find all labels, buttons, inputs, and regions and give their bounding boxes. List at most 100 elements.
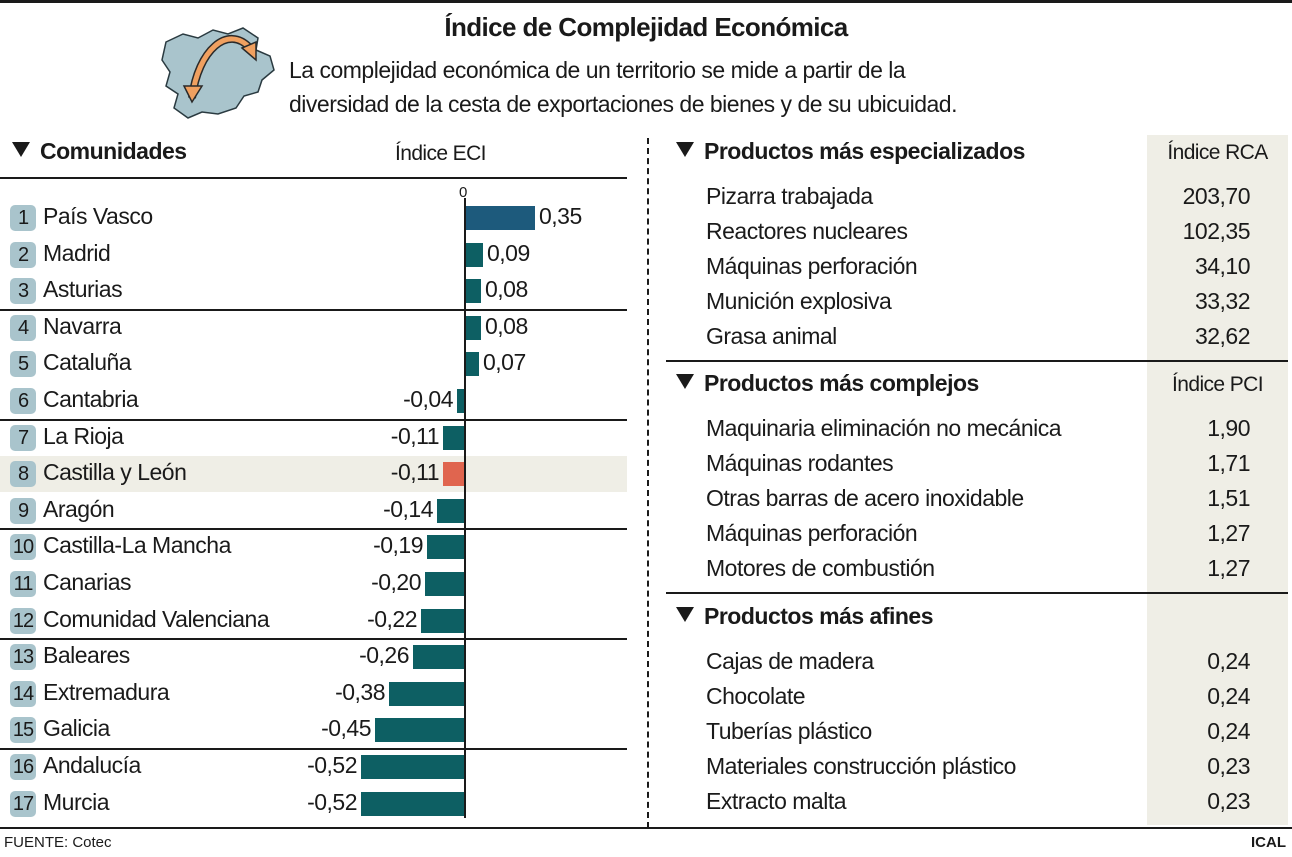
section-title: Productos más afines bbox=[704, 603, 934, 629]
chart-row: 14 Extremadura -0,38 bbox=[0, 676, 627, 712]
section-column-header: Índice RCA bbox=[1167, 141, 1268, 164]
header-rule bbox=[0, 177, 627, 179]
brand-label: ICAL bbox=[1251, 834, 1286, 851]
group-separator bbox=[0, 638, 627, 641]
comunidades-heading: Comunidades bbox=[12, 138, 187, 165]
eci-value-label: -0,22 bbox=[367, 605, 417, 632]
product-value: 1,90 bbox=[1207, 415, 1250, 441]
eci-value-label: 0,35 bbox=[539, 203, 582, 229]
section-heading: Productos más afines bbox=[676, 603, 934, 630]
zero-axis-line bbox=[464, 198, 466, 818]
community-name: Baleares bbox=[43, 642, 130, 669]
triangle-down-icon bbox=[676, 607, 694, 622]
community-name: Madrid bbox=[43, 239, 111, 266]
rank-badge: 15 bbox=[10, 717, 36, 744]
rank-badge: 7 bbox=[10, 424, 36, 451]
eci-column-header: Índice ECI bbox=[395, 142, 486, 165]
eci-value-label: -0,11 bbox=[390, 459, 440, 486]
chart-row: 1 País Vasco 0,35 bbox=[0, 200, 627, 236]
value-column-background bbox=[1147, 135, 1288, 825]
top-rule bbox=[0, 0, 1292, 3]
eci-bar bbox=[465, 206, 535, 230]
product-value: 33,32 bbox=[1194, 288, 1251, 314]
eci-value-label: -0,04 bbox=[403, 386, 453, 412]
subtitle-line-2: diversidad de la cesta de exportaciones … bbox=[289, 91, 957, 117]
chart-row: 9 Aragón -0,14 bbox=[0, 493, 627, 529]
product-name: Cajas de madera bbox=[706, 648, 874, 674]
product-name: Maquinaria eliminación no mecánica bbox=[706, 415, 1062, 441]
eci-value-label: -0,20 bbox=[371, 569, 421, 595]
community-name: Aragón bbox=[43, 495, 115, 522]
eci-value-label: -0,26 bbox=[359, 642, 409, 669]
eci-value-label: -0,45 bbox=[321, 715, 371, 742]
community-name: Asturias bbox=[43, 276, 123, 303]
product-name: Máquinas rodantes bbox=[706, 450, 894, 476]
product-value: 102,35 bbox=[1182, 218, 1251, 244]
product-name: Chocolate bbox=[706, 683, 806, 709]
community-name: Castilla y León bbox=[43, 459, 187, 486]
triangle-down-icon bbox=[12, 142, 30, 157]
chart-row: 16 Andalucía -0,52 bbox=[0, 749, 627, 785]
chart-row: 8 Castilla y León -0,11 bbox=[0, 456, 627, 493]
product-value: 1,27 bbox=[1207, 520, 1250, 546]
chart-row: 2 Madrid 0,09 bbox=[0, 237, 627, 273]
product-value: 34,10 bbox=[1194, 253, 1251, 279]
product-name: Tuberías plástico bbox=[706, 718, 872, 744]
community-name: Cantabria bbox=[43, 386, 139, 412]
product-name: Extracto malta bbox=[706, 788, 847, 814]
rank-badge: 9 bbox=[10, 497, 36, 524]
community-name: La Rioja bbox=[43, 422, 124, 449]
chart-row: 10 Castilla-La Mancha -0,19 bbox=[0, 529, 627, 565]
product-value: 0,24 bbox=[1207, 683, 1250, 709]
rank-badge: 16 bbox=[10, 754, 36, 780]
eci-bar bbox=[465, 352, 479, 377]
eci-value-label: 0,08 bbox=[485, 312, 528, 339]
product-name: Materiales construcción plástico bbox=[706, 753, 1016, 779]
section-heading: Productos más especializados bbox=[676, 138, 1025, 165]
eci-bar bbox=[465, 315, 481, 340]
rank-badge: 10 bbox=[10, 534, 36, 561]
product-name: Máquinas perforación bbox=[706, 253, 918, 279]
product-value: 1,51 bbox=[1207, 485, 1250, 511]
page-title: Índice de Complejidad Económica bbox=[444, 12, 848, 42]
community-name: Castilla-La Mancha bbox=[43, 532, 231, 559]
product-name: Máquinas perforación bbox=[706, 520, 918, 546]
chart-row: 11 Canarias -0,20 bbox=[0, 566, 627, 602]
product-value: 0,24 bbox=[1207, 718, 1250, 744]
zero-label: 0 bbox=[459, 184, 468, 201]
comunidades-heading-label: Comunidades bbox=[40, 138, 187, 164]
product-name: Grasa animal bbox=[706, 323, 837, 349]
eci-bar bbox=[443, 425, 465, 450]
source-note: FUENTE: Cotec bbox=[4, 834, 112, 851]
rank-badge: 2 bbox=[10, 241, 36, 268]
group-separator bbox=[0, 528, 627, 531]
rank-badge: 17 bbox=[10, 790, 36, 817]
community-name: Andalucía bbox=[43, 752, 141, 778]
group-separator bbox=[0, 418, 627, 421]
community-name: Canarias bbox=[43, 569, 132, 595]
chart-row: 7 La Rioja -0,11 bbox=[0, 420, 627, 456]
rank-badge: 5 bbox=[10, 351, 36, 378]
rank-badge: 4 bbox=[10, 314, 36, 341]
section-separator bbox=[666, 592, 1288, 594]
product-value: 32,62 bbox=[1194, 323, 1251, 349]
triangle-down-icon bbox=[676, 374, 694, 389]
eci-bar bbox=[457, 389, 465, 413]
product-value: 1,71 bbox=[1207, 450, 1250, 476]
eci-bar bbox=[425, 572, 465, 596]
community-name: Galicia bbox=[43, 715, 110, 742]
rank-badge: 1 bbox=[10, 205, 36, 231]
eci-bar bbox=[375, 718, 465, 743]
section-title: Productos más especializados bbox=[704, 138, 1025, 164]
chart-row: 5 Cataluña 0,07 bbox=[0, 346, 627, 382]
product-value: 0,24 bbox=[1207, 648, 1250, 674]
eci-bar bbox=[443, 462, 465, 487]
chart-row: 12 Comunidad Valenciana -0,22 bbox=[0, 603, 627, 639]
chart-row: 13 Baleares -0,26 bbox=[0, 639, 627, 675]
section-title: Productos más complejos bbox=[704, 370, 979, 396]
eci-bar bbox=[413, 645, 465, 670]
eci-value-label: 0,09 bbox=[487, 239, 530, 266]
product-name: Munición explosiva bbox=[706, 288, 892, 314]
eci-bar bbox=[465, 279, 481, 304]
eci-value-label: -0,38 bbox=[335, 678, 385, 705]
